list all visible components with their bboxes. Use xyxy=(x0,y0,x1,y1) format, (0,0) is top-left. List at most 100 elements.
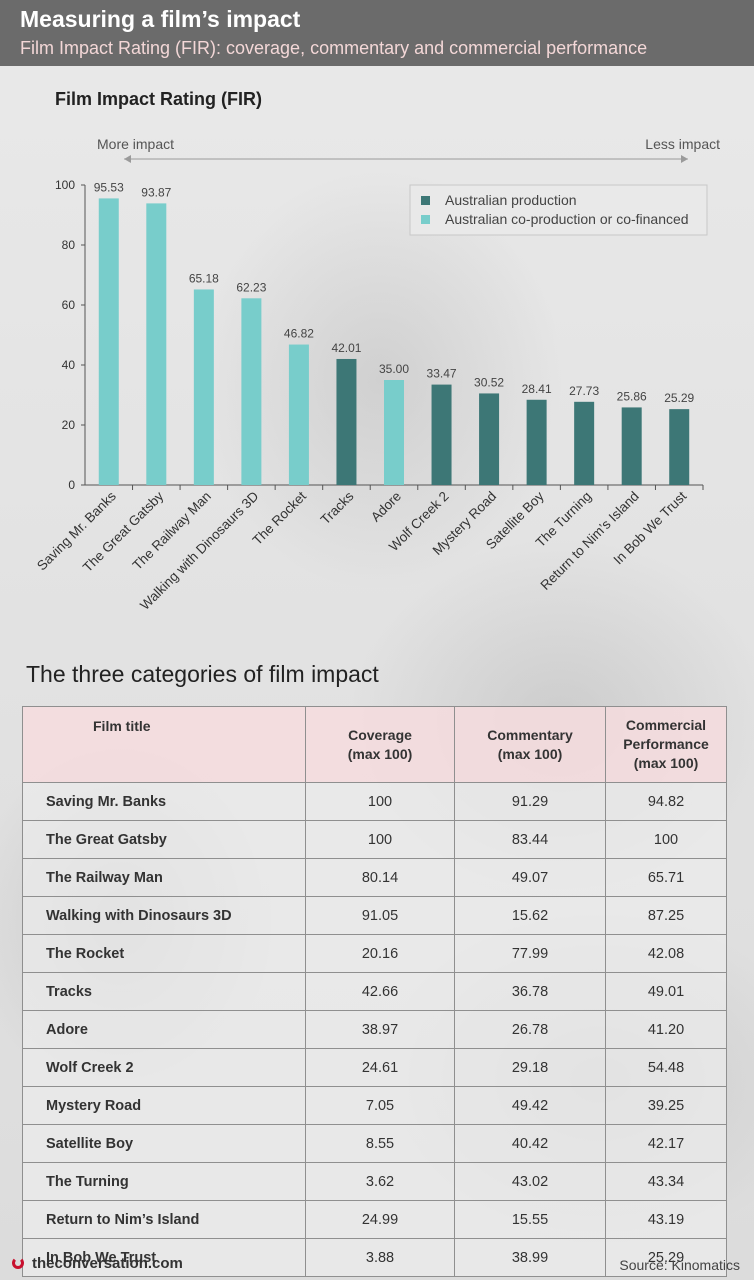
table-row: Saving Mr. Banks 100 91.29 94.82 xyxy=(22,782,727,821)
film-title-cell: The Railway Man xyxy=(22,858,306,897)
conversation-logo-icon xyxy=(12,1257,24,1269)
film-title-cell: The Turning xyxy=(22,1162,306,1201)
coverage-cell: 100 xyxy=(305,820,455,859)
film-title-cell: Wolf Creek 2 xyxy=(22,1048,306,1087)
bar-value-label: 33.47 xyxy=(427,367,457,381)
y-tick-label: 60 xyxy=(62,298,76,312)
less-impact-label: Less impact xyxy=(645,136,720,152)
table-row: The Railway Man 80.14 49.07 65.71 xyxy=(22,858,727,897)
coverage-cell: 91.05 xyxy=(305,896,455,935)
bar-value-label: 25.86 xyxy=(617,389,647,403)
commercial-cell: 100 xyxy=(605,820,727,859)
film-title-cell: Saving Mr. Banks xyxy=(22,782,306,821)
film-title-cell: Return to Nim’s Island xyxy=(22,1200,306,1239)
commercial-cell: 39.25 xyxy=(605,1086,727,1125)
film-title-cell: Satellite Boy xyxy=(22,1124,306,1163)
bar-value-label: 28.41 xyxy=(522,382,552,396)
bar-value-label: 65.18 xyxy=(189,271,219,285)
bar-value-label: 93.87 xyxy=(141,185,171,199)
bar xyxy=(479,393,500,485)
bar xyxy=(621,407,642,485)
commentary-cell: 26.78 xyxy=(454,1010,606,1049)
table-row: Satellite Boy 8.55 40.42 42.17 xyxy=(22,1124,727,1163)
header-commentary: Commentary (max 100) xyxy=(454,706,606,783)
film-title-cell: Walking with Dinosaurs 3D xyxy=(22,896,306,935)
commentary-cell: 36.78 xyxy=(454,972,606,1011)
table-row: Return to Nim’s Island 24.99 15.55 43.19 xyxy=(22,1200,727,1239)
commercial-cell: 25.29 xyxy=(605,1238,727,1277)
bar-value-label: 25.29 xyxy=(664,391,694,405)
x-tick-label: The Great Gatsby xyxy=(80,488,167,575)
page-title: Measuring a film’s impact xyxy=(20,6,301,32)
table-row: The Great Gatsby 100 83.44 100 xyxy=(22,820,727,859)
header-film-title: Film title xyxy=(22,706,306,783)
y-tick-label: 100 xyxy=(55,178,75,192)
commentary-cell: 49.07 xyxy=(454,858,606,897)
bar-value-label: 35.00 xyxy=(379,362,409,376)
commercial-cell: 94.82 xyxy=(605,782,727,821)
film-title-cell: The Rocket xyxy=(22,934,306,973)
impact-table: Film title Coverage (max 100) Commentary(… xyxy=(22,706,727,1277)
coverage-cell: 100 xyxy=(305,782,455,821)
film-title-cell: The Great Gatsby xyxy=(22,820,306,859)
table-body: Saving Mr. Banks 100 91.29 94.82 The Great G… xyxy=(22,782,727,1277)
table-title: The three categories of film impact xyxy=(26,661,379,687)
table-row: The Rocket 20.16 77.99 42.08 xyxy=(22,934,727,973)
commentary-cell: 83.44 xyxy=(454,820,606,859)
commentary-cell: 77.99 xyxy=(454,934,606,973)
legend-swatch xyxy=(421,215,430,224)
chart-title: Film Impact Rating (FIR) xyxy=(55,89,262,109)
film-title-cell: Tracks xyxy=(22,972,306,1011)
more-impact-label: More impact xyxy=(97,136,174,152)
bar xyxy=(336,358,357,485)
impact-arrow-right-head xyxy=(681,155,688,163)
coverage-cell: 42.66 xyxy=(305,972,455,1011)
coverage-cell: 3.88 xyxy=(305,1238,455,1277)
coverage-cell: 80.14 xyxy=(305,858,455,897)
commentary-cell: 40.42 xyxy=(454,1124,606,1163)
table-row: Mystery Road 7.05 49.42 39.25 xyxy=(22,1086,727,1125)
bar xyxy=(574,401,595,485)
coverage-cell: 8.55 xyxy=(305,1124,455,1163)
commercial-cell: 54.48 xyxy=(605,1048,727,1087)
coverage-cell: 20.16 xyxy=(305,934,455,973)
coverage-cell: 24.61 xyxy=(305,1048,455,1087)
y-tick-label: 40 xyxy=(62,358,76,372)
legend-label: Australian production xyxy=(445,192,577,208)
coverage-cell: 38.97 xyxy=(305,1010,455,1049)
table-row: Adore 38.97 26.78 41.20 xyxy=(22,1010,727,1049)
y-tick-label: 20 xyxy=(62,418,76,432)
commentary-cell: 43.02 xyxy=(454,1162,606,1201)
site-credit: theconversation.com xyxy=(32,1255,183,1272)
y-tick-label: 80 xyxy=(62,238,76,252)
x-tick-label: Adore xyxy=(368,489,404,525)
coverage-cell: 3.62 xyxy=(305,1162,455,1201)
x-tick-label: Saving Mr. Banks xyxy=(34,488,119,573)
commercial-cell: 43.19 xyxy=(605,1200,727,1239)
bar xyxy=(431,384,452,485)
y-tick-label: 0 xyxy=(68,478,75,492)
commentary-cell: 38.99 xyxy=(454,1238,606,1277)
legend-swatch xyxy=(421,196,430,205)
film-title-cell: Mystery Road xyxy=(22,1086,306,1125)
header-commercial: Commercial Performance (max 100) xyxy=(605,706,727,783)
commentary-cell: 15.55 xyxy=(454,1200,606,1239)
bar-value-label: 30.52 xyxy=(474,375,504,389)
header-coverage: Coverage (max 100) xyxy=(305,706,455,783)
bar-value-label: 42.01 xyxy=(331,341,361,355)
commentary-cell: 29.18 xyxy=(454,1048,606,1087)
legend-box xyxy=(409,184,708,236)
fir-bar-chart: More impact Less impact 0 20 40 60 80 100 95.53 S… xyxy=(34,136,720,613)
table-row: Wolf Creek 2 24.61 29.18 54.48 xyxy=(22,1048,727,1087)
bar xyxy=(241,298,262,485)
bar xyxy=(146,203,167,485)
table-header-row: Film title Coverage (max 100) Commentary(… xyxy=(22,706,727,783)
commercial-cell: 41.20 xyxy=(605,1010,727,1049)
table-row: In Bob We Trust 3.88 38.99 25.29 xyxy=(22,1238,727,1277)
bar-value-label: 95.53 xyxy=(94,180,124,194)
page-subtitle: Film Impact Rating (FIR): coverage, comm… xyxy=(20,38,648,58)
commercial-cell: 43.34 xyxy=(605,1162,727,1201)
commercial-cell: 49.01 xyxy=(605,972,727,1011)
commentary-cell: 15.62 xyxy=(454,896,606,935)
commercial-cell: 87.25 xyxy=(605,896,727,935)
